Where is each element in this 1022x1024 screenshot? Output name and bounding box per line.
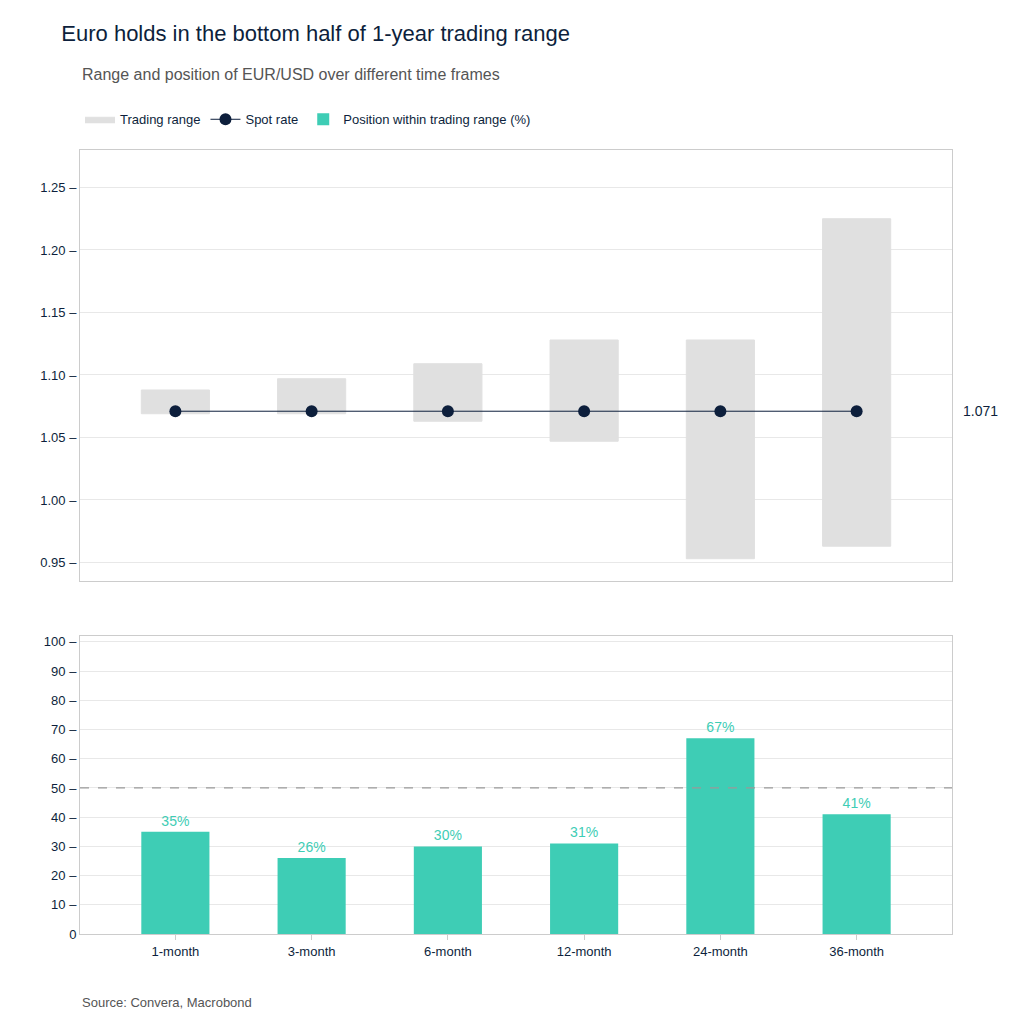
svg-text:1.071: 1.071 <box>963 403 998 419</box>
svg-text:80 –: 80 – <box>51 693 77 708</box>
svg-text:35%: 35% <box>161 813 189 829</box>
svg-text:0: 0 <box>69 927 76 942</box>
svg-text:31%: 31% <box>570 824 598 840</box>
svg-text:100 –: 100 – <box>44 634 77 649</box>
svg-text:50 –: 50 – <box>51 781 77 796</box>
svg-text:67%: 67% <box>706 719 734 735</box>
svg-text:10 –: 10 – <box>51 897 77 912</box>
svg-text:90 –: 90 – <box>51 664 77 679</box>
svg-text:30%: 30% <box>434 827 462 843</box>
svg-text:26%: 26% <box>298 839 326 855</box>
svg-text:Spot rate: Spot rate <box>245 112 298 127</box>
svg-text:Euro holds in the bottom half: Euro holds in the bottom half of 1-year … <box>61 21 570 46</box>
svg-text:1.15 –: 1.15 – <box>40 305 77 320</box>
svg-text:1.20 –: 1.20 – <box>40 243 77 258</box>
svg-text:36-month: 36-month <box>829 944 884 959</box>
svg-text:41%: 41% <box>843 795 871 811</box>
svg-text:6-month: 6-month <box>424 944 472 959</box>
svg-text:Range and position of EUR/USD: Range and position of EUR/USD over diffe… <box>82 66 500 83</box>
svg-text:24-month: 24-month <box>693 944 748 959</box>
svg-text:70 –: 70 – <box>51 722 77 737</box>
svg-text:1.00 –: 1.00 – <box>40 493 77 508</box>
svg-text:12-month: 12-month <box>557 944 612 959</box>
svg-text:1.05 –: 1.05 – <box>40 430 77 445</box>
svg-text:60 –: 60 – <box>51 751 77 766</box>
svg-text:Position within trading range: Position within trading range (%) <box>343 112 530 127</box>
svg-text:Source: Convera, Macrobond: Source: Convera, Macrobond <box>82 995 252 1010</box>
svg-text:40 –: 40 – <box>51 810 77 825</box>
svg-text:1.10 –: 1.10 – <box>40 368 77 383</box>
svg-text:1.25 –: 1.25 – <box>40 180 77 195</box>
svg-text:20 –: 20 – <box>51 868 77 883</box>
svg-text:30 –: 30 – <box>51 839 77 854</box>
svg-text:Trading range: Trading range <box>120 112 200 127</box>
svg-text:3-month: 3-month <box>288 944 336 959</box>
svg-text:1-month: 1-month <box>152 944 200 959</box>
svg-text:0.95 –: 0.95 – <box>40 555 77 570</box>
